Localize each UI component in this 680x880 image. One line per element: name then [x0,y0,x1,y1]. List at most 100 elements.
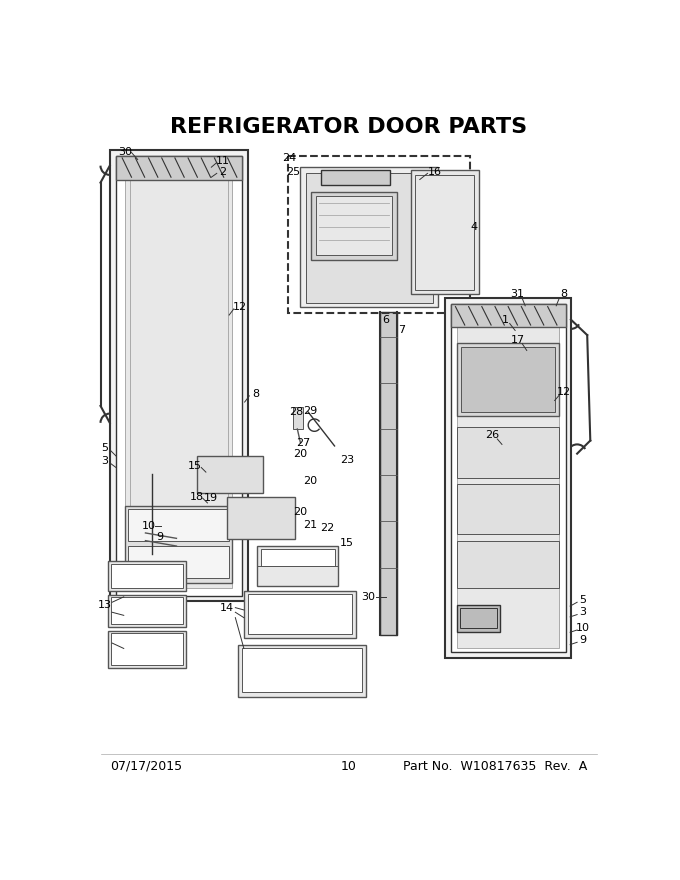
Circle shape [115,315,123,323]
Bar [108,595,186,627]
Text: 2: 2 [220,167,226,177]
Text: 12: 12 [557,387,571,397]
Bar [108,561,186,590]
Circle shape [273,510,287,524]
Text: 25: 25 [286,167,300,177]
Text: REFRIGERATOR DOOR PARTS: REFRIGERATOR DOOR PARTS [170,117,527,137]
Text: 30: 30 [118,147,133,157]
Text: Part No.  W10817635  Rev.  A: Part No. W10817635 Rev. A [403,759,588,773]
Text: 16: 16 [428,167,442,177]
Bar [116,156,241,596]
Text: 28: 28 [289,407,303,417]
Bar [461,347,556,412]
Bar [451,304,566,652]
Text: 8: 8 [252,389,259,400]
Text: 10: 10 [575,623,590,633]
Text: 3: 3 [579,607,586,617]
Text: 9: 9 [156,532,164,542]
Bar [316,196,392,255]
Bar [261,549,335,566]
Text: 27: 27 [296,438,311,448]
Text: 21: 21 [303,520,317,531]
Text: 23: 23 [340,455,354,465]
Circle shape [203,469,214,480]
Text: 20: 20 [293,449,307,458]
Text: 10: 10 [341,759,356,773]
Text: 9: 9 [579,635,586,645]
Bar [129,509,229,541]
Circle shape [115,227,123,235]
Bar [301,167,439,307]
Bar [242,648,362,693]
Text: 1: 1 [502,315,509,325]
Bar [311,192,396,260]
Circle shape [241,510,255,524]
Bar [112,597,183,624]
Text: 20: 20 [303,476,317,487]
Bar [457,343,559,416]
Text: 10: 10 [141,521,156,531]
Bar [130,171,228,579]
Text: 3: 3 [101,457,108,466]
Bar [457,484,559,534]
Circle shape [115,256,123,264]
Text: 17: 17 [511,334,524,345]
Circle shape [486,614,494,621]
Bar [445,298,571,658]
Bar [451,304,566,327]
Text: 07/17/2015: 07/17/2015 [109,759,182,773]
Text: 6: 6 [382,315,389,325]
Bar [125,506,233,583]
Text: 31: 31 [511,290,524,299]
Text: 18: 18 [190,492,205,502]
Text: 26: 26 [485,430,499,440]
Bar [457,540,559,589]
Bar [457,311,559,648]
Circle shape [245,469,256,480]
Circle shape [462,614,470,621]
Text: 29: 29 [303,406,317,415]
Bar [244,590,356,639]
Text: 8: 8 [560,290,568,299]
Bar [460,607,496,628]
Bar [457,605,500,632]
Bar [109,150,248,601]
Bar [108,631,186,668]
Text: 12: 12 [233,303,247,312]
Bar [306,173,433,303]
Text: 5: 5 [579,595,586,605]
Circle shape [157,517,168,528]
Bar [112,564,183,588]
Circle shape [145,476,158,490]
Bar [197,456,263,493]
Bar [125,165,233,588]
Text: 15: 15 [340,538,354,548]
Text: 7: 7 [398,326,405,335]
Bar [227,496,295,539]
Text: 30: 30 [361,592,375,602]
Bar [411,170,479,294]
Bar [415,175,474,290]
Bar [129,546,229,578]
Text: 14: 14 [220,603,234,612]
Circle shape [115,286,123,293]
Text: 15: 15 [188,461,202,471]
Bar [322,170,390,185]
Bar [116,156,241,180]
Text: 4: 4 [471,223,477,232]
Text: 19: 19 [203,494,218,503]
Text: 22: 22 [320,523,334,532]
Bar [288,156,470,313]
Circle shape [115,373,123,381]
Bar [257,546,339,586]
Text: 13: 13 [97,599,112,610]
Bar [112,633,183,664]
Text: 11: 11 [216,156,230,166]
Circle shape [115,198,123,206]
Bar [248,594,352,634]
Text: 24: 24 [282,153,296,163]
Circle shape [115,344,123,352]
Circle shape [115,403,123,410]
Bar [239,644,367,697]
Circle shape [146,502,157,513]
